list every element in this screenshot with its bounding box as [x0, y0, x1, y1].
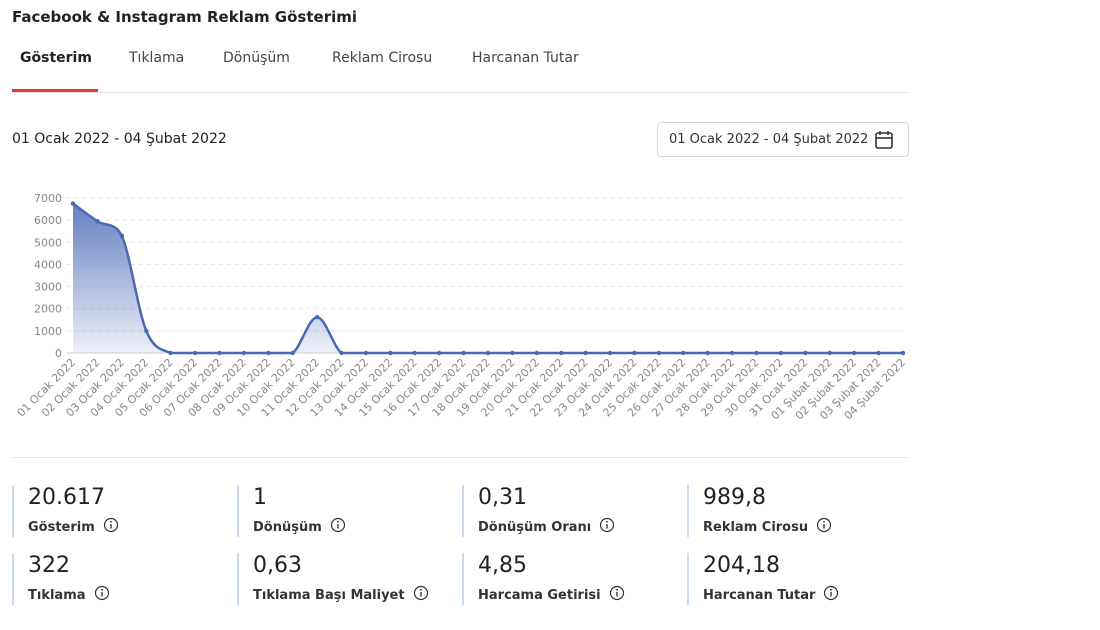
stat-card: 989,8 Reklam Cirosu: [687, 485, 832, 537]
date-picker-text: 01 Ocak 2022 - 04 Şubat 2022: [669, 132, 869, 147]
divider: [12, 92, 910, 93]
point: [632, 350, 637, 356]
point: [900, 350, 906, 356]
point: [436, 350, 442, 356]
stat-value: 4,85: [478, 553, 527, 578]
stat-card: 0,63 Tıklama Başı Maliyet: [237, 553, 429, 605]
point: [388, 350, 393, 356]
stat-label-row: Dönüşüm: [253, 517, 346, 537]
stat-label: Gösterim: [28, 519, 95, 535]
y-tick-label: 2000: [34, 303, 62, 316]
stat-value: 1: [253, 485, 267, 510]
stat-label-row: Tıklama Başı Maliyet: [253, 585, 429, 605]
point: [461, 350, 466, 356]
stat-label-row: Harcanan Tutar: [703, 585, 839, 605]
stat-label-row: Reklam Cirosu: [703, 517, 832, 537]
info-icon[interactable]: [599, 517, 615, 537]
stat-value: 322: [28, 553, 70, 578]
tab[interactable]: Harcanan Tutar: [472, 50, 579, 66]
stat-label: Dönüşüm: [253, 519, 322, 535]
stat-label: Dönüşüm Oranı: [478, 519, 592, 535]
point: [681, 350, 686, 356]
info-icon[interactable]: [94, 585, 110, 605]
point: [510, 350, 515, 356]
tab[interactable]: Tıklama: [129, 50, 185, 66]
stat-label-row: Tıklama: [28, 585, 110, 605]
stat-value: 204,18: [703, 553, 780, 578]
point: [729, 350, 735, 356]
point: [217, 350, 222, 356]
y-tick-label: 5000: [34, 236, 62, 249]
point: [583, 350, 588, 356]
info-icon[interactable]: [816, 517, 832, 537]
tab[interactable]: Dönüşüm: [223, 50, 290, 66]
point: [241, 350, 247, 356]
tab[interactable]: Reklam Cirosu: [332, 50, 433, 66]
stat-label: Tıklama Başı Maliyet: [253, 587, 405, 603]
stat-label-row: Gösterim: [28, 517, 119, 537]
point: [851, 350, 857, 356]
date-range: 01 Ocak 2022 - 04 Şubat 2022: [12, 131, 227, 147]
stat-card: 0,31 Dönüşüm Oranı: [462, 485, 615, 537]
info-icon[interactable]: [823, 585, 839, 605]
stat-value: 0,63: [253, 553, 302, 578]
stat-value: 989,8: [703, 485, 766, 510]
stat-card: 1 Dönüşüm: [237, 485, 346, 537]
point: [144, 328, 149, 334]
y-tick-label: 4000: [34, 258, 62, 271]
point: [95, 219, 100, 224]
y-tick-label: 3000: [34, 281, 62, 294]
stat-value: 0,31: [478, 485, 527, 510]
stat-card: 20.617 Gösterim: [12, 485, 119, 537]
point: [827, 350, 832, 356]
point: [363, 350, 369, 356]
stat-label: Reklam Cirosu: [703, 519, 809, 535]
point: [803, 350, 808, 356]
date-picker[interactable]: 01 Ocak 2022 - 04 Şubat 2022: [657, 122, 909, 157]
point: [778, 350, 784, 356]
point: [168, 350, 173, 356]
point: [754, 350, 759, 356]
page-title: Facebook & Instagram Reklam Gösterimi: [12, 8, 358, 26]
point: [412, 350, 417, 356]
info-icon[interactable]: [413, 585, 429, 605]
stat-label-row: Harcama Getirisi: [478, 585, 625, 605]
y-tick-label: 0: [55, 347, 62, 360]
y-tick-label: 7000: [34, 192, 62, 205]
calendar-icon: [875, 131, 893, 149]
point: [534, 350, 540, 356]
point: [339, 350, 344, 356]
point: [192, 350, 198, 356]
point: [876, 350, 881, 356]
point: [559, 350, 564, 356]
active-tab-underline: [12, 89, 98, 92]
stat-value: 20.617: [28, 485, 105, 510]
point: [119, 233, 125, 238]
point: [266, 350, 271, 356]
stat-card: 204,18 Harcanan Tutar: [687, 553, 839, 605]
tab[interactable]: Gösterim: [20, 50, 92, 66]
info-icon[interactable]: [609, 585, 625, 605]
point: [705, 350, 710, 356]
divider: [12, 457, 910, 458]
stat-label: Harcama Getirisi: [478, 587, 601, 603]
point: [290, 350, 295, 356]
stat-card: 4,85 Harcama Getirisi: [462, 553, 625, 605]
y-tick-label: 1000: [34, 325, 62, 338]
point: [607, 350, 613, 356]
info-icon[interactable]: [103, 517, 119, 537]
point: [656, 350, 662, 356]
stat-card: 322 Tıklama: [12, 553, 110, 605]
point: [485, 350, 491, 356]
info-icon[interactable]: [330, 517, 346, 537]
y-tick-label: 6000: [34, 214, 62, 227]
point: [70, 201, 76, 206]
point: [314, 314, 320, 320]
stat-label: Tıklama: [28, 587, 86, 603]
stat-label: Harcanan Tutar: [703, 587, 816, 603]
stat-label-row: Dönüşüm Oranı: [478, 517, 615, 537]
